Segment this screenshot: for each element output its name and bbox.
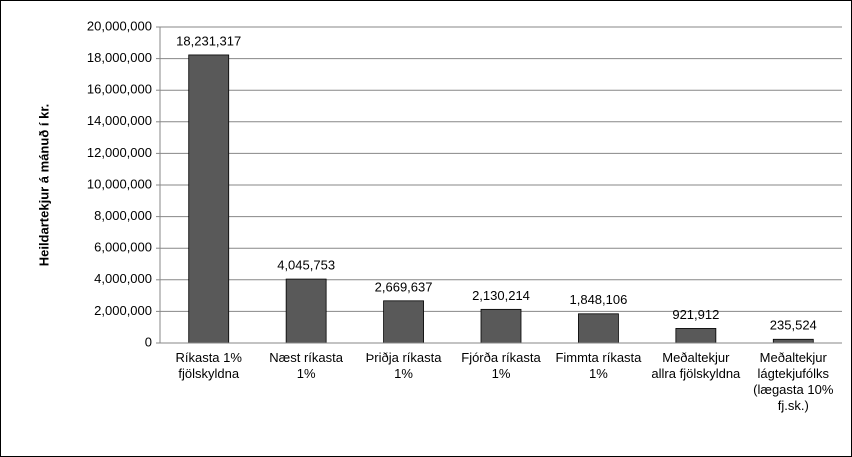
bar — [285, 278, 327, 344]
data-label: 2,130,214 — [472, 288, 530, 303]
y-tick-label: 20,000,000 — [87, 18, 152, 33]
bar — [480, 308, 522, 344]
y-axis-label: Heildartekjur á mánuð í kr. — [36, 104, 51, 267]
y-tick-label: 2,000,000 — [94, 303, 152, 318]
y-tick-label: 6,000,000 — [94, 240, 152, 255]
y-tick-label: 14,000,000 — [87, 113, 152, 128]
bar — [578, 313, 619, 344]
x-tick-label: Meðaltekjur lágtekjufólks (lægasta 10% fj.s… — [753, 350, 834, 413]
bar — [188, 54, 230, 344]
y-tick-label: 8,000,000 — [94, 208, 152, 223]
data-label: 921,912 — [672, 307, 719, 322]
y-tick-label: 16,000,000 — [87, 82, 152, 97]
x-tick-label: Næst ríkasta 1% — [269, 350, 343, 381]
x-tick-label: Fimmta ríkasta 1% — [555, 350, 642, 381]
bar — [772, 338, 814, 344]
bar — [675, 328, 717, 344]
y-tick-label: 12,000,000 — [87, 145, 152, 160]
y-tick-label: 10,000,000 — [87, 176, 152, 191]
data-label: 1,848,106 — [570, 292, 628, 307]
y-tick-label: 0 — [145, 334, 152, 349]
x-tick-label: Meðaltekjur allra fjölskyldna — [651, 350, 741, 381]
x-tick-label: Þriðja ríkasta 1% — [366, 350, 443, 381]
bar — [383, 300, 424, 344]
x-tick-label: Ríkasta 1% fjölskyldna — [175, 350, 242, 381]
data-label: 2,669,637 — [375, 279, 433, 294]
data-label: 4,045,753 — [277, 258, 335, 273]
y-tick-label: 18,000,000 — [87, 50, 152, 65]
data-label: 18,231,317 — [176, 33, 241, 48]
data-label: 235,524 — [770, 318, 817, 333]
y-tick-label: 4,000,000 — [94, 271, 152, 286]
x-tick-label: Fjórða ríkasta 1% — [461, 350, 541, 381]
